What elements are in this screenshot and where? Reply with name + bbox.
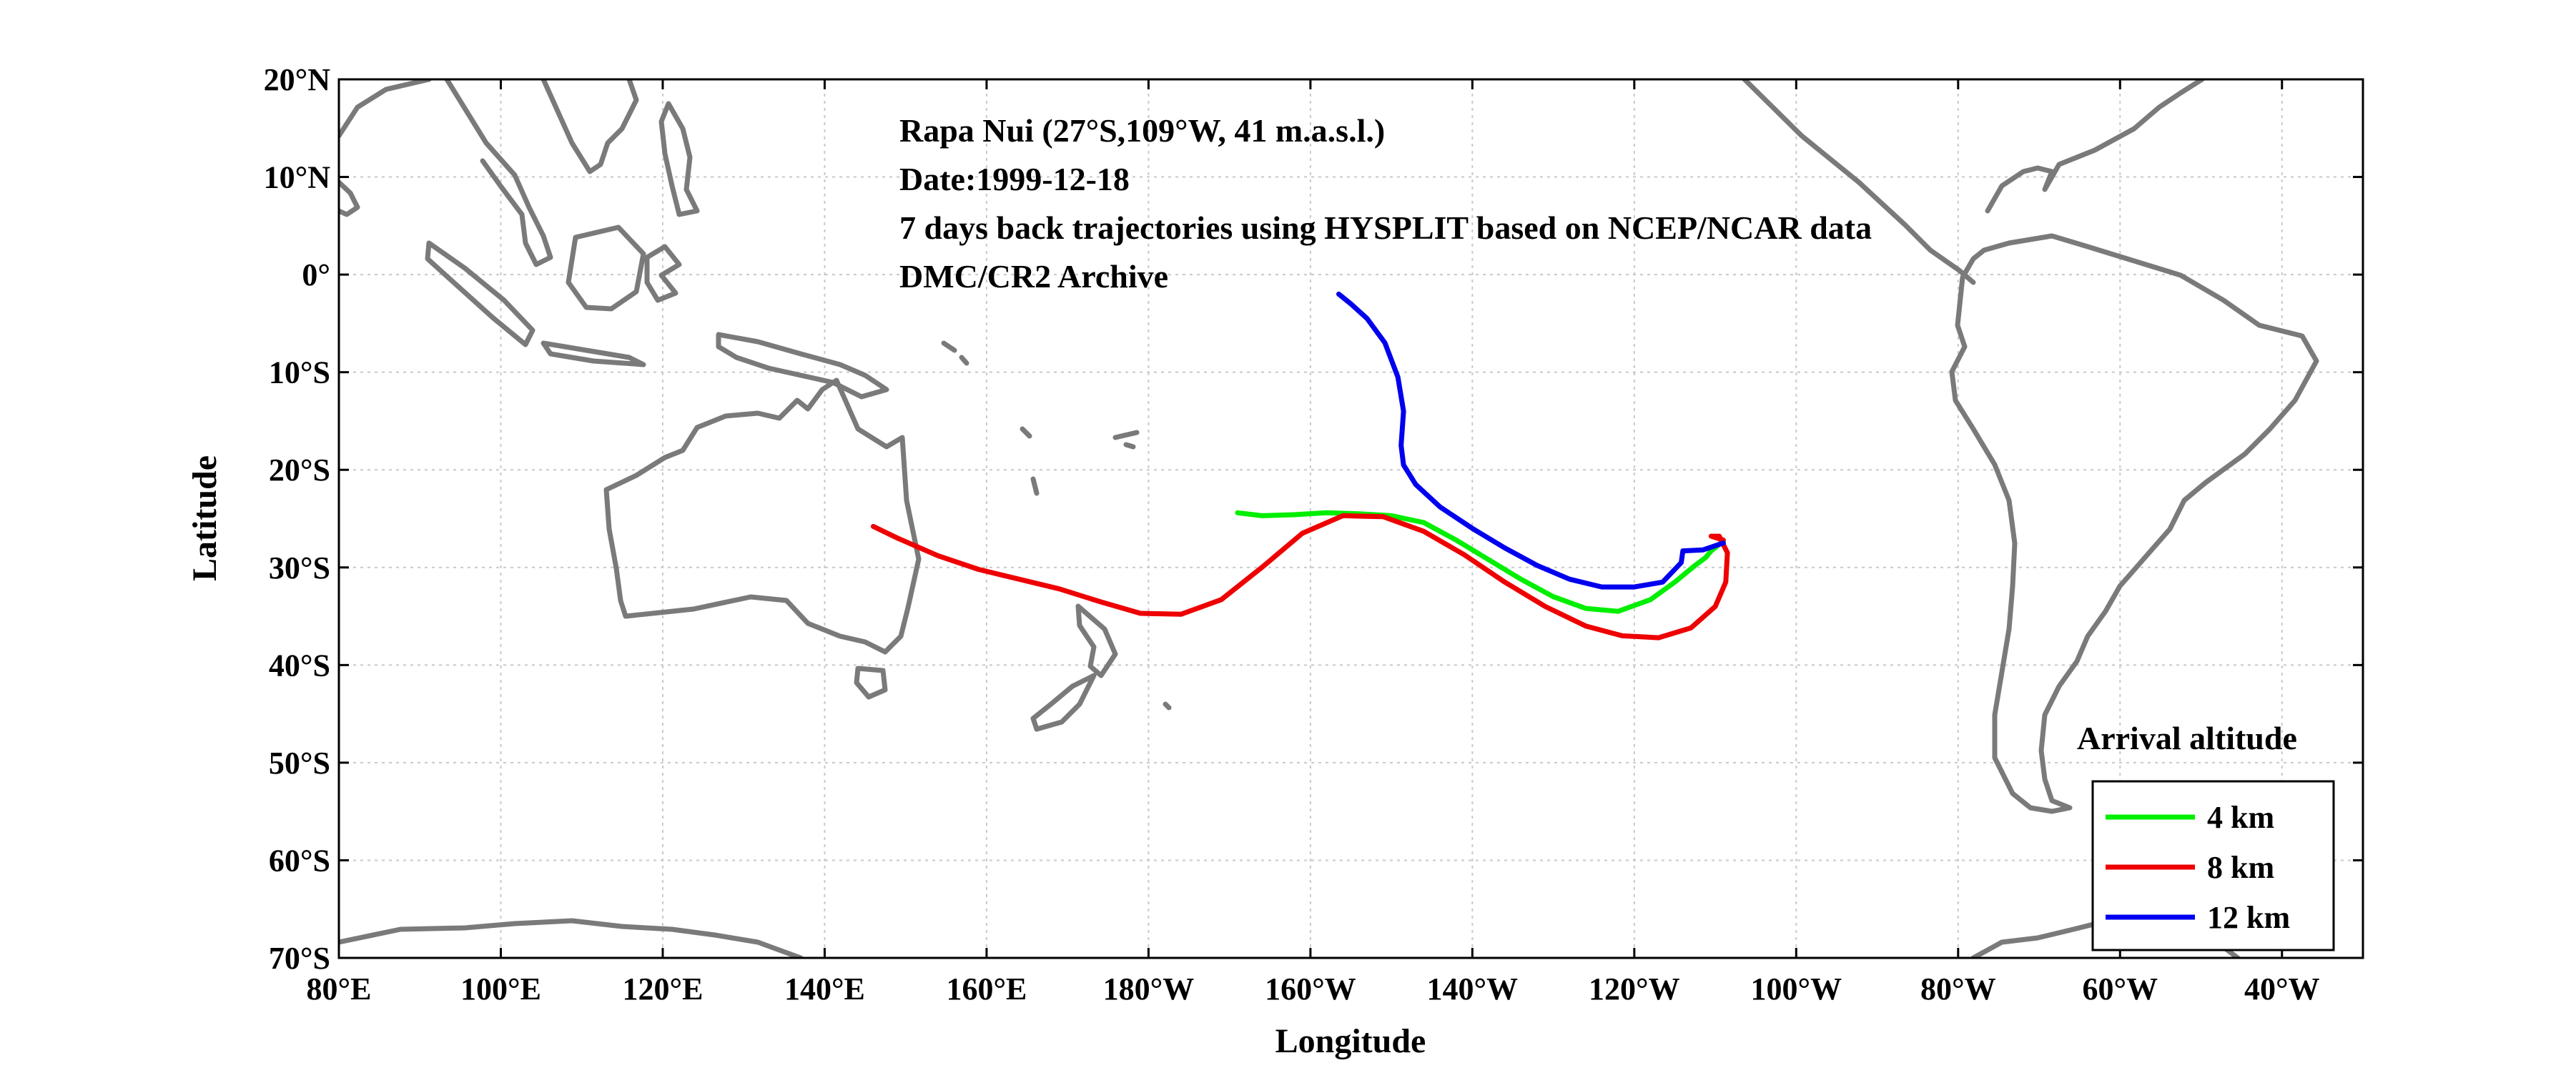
y-tick-label: 60°S (269, 843, 330, 878)
y-tick-label: 10°N (264, 160, 331, 195)
x-tick-label: 100°W (1751, 971, 1842, 1007)
legend-label: 4 km (2207, 800, 2274, 835)
y-tick-label: 10°S (269, 355, 330, 390)
coastline-pacific-islands (941, 340, 1172, 711)
x-tick-label: 120°W (1589, 971, 1680, 1007)
legend-label: 12 km (2207, 900, 2290, 935)
coastline-philippines (658, 101, 700, 217)
x-tick-label: 60°W (2082, 971, 2158, 1007)
annotation-station: Rapa Nui (27°S,109°W, 41 m.a.s.l.) (899, 112, 1385, 149)
coastline-sulawesi (644, 244, 682, 303)
legend-title: Arrival altitude (2077, 720, 2297, 756)
x-tick-label: 80°W (1920, 971, 1996, 1007)
coastline-sumatra (425, 240, 536, 347)
coastline-australia (603, 377, 922, 655)
coastline-tasmania (854, 666, 888, 700)
y-axis-ticks: 20°N 10°N 0° 10°S 20°S 30°S 40°S 50°S 60°S 70°S (264, 62, 2363, 976)
trajectory-line-4-km (1235, 510, 1726, 614)
coastline-south-america (1949, 233, 2319, 814)
coastline-asia-mainland (339, 79, 639, 267)
y-tick-label: 70°S (269, 941, 330, 976)
coastline-india (339, 179, 360, 217)
x-tick-label: 140°W (1427, 971, 1519, 1007)
legend-label: 8 km (2207, 850, 2274, 885)
plot-frame (337, 78, 2364, 959)
plot-background (339, 79, 2363, 958)
y-tick-label: 40°S (269, 648, 330, 683)
y-tick-label: 0° (302, 257, 330, 292)
coastline-borneo (566, 224, 646, 312)
trajectory-line-12-km (1336, 291, 1726, 590)
x-tick-label: 100°E (460, 971, 541, 1007)
y-axis-label: Latitude (186, 455, 224, 581)
x-tick-label: 80°E (307, 971, 372, 1007)
y-tick-label: 50°S (269, 746, 330, 781)
legend: 4 km 8 km 12 km (2091, 780, 2335, 951)
coastline-java (541, 340, 646, 367)
coastline-new-guinea (716, 332, 889, 400)
x-axis-label: Longitude (1275, 1022, 1426, 1060)
x-tick-label: 140°E (784, 971, 865, 1007)
annotation-block: Rapa Nui (27°S,109°W, 41 m.a.s.l.) Date:… (899, 112, 1872, 295)
x-tick-label: 160°W (1265, 971, 1356, 1007)
y-tick-label: 30°S (269, 550, 330, 585)
y-tick-label: 20°N (264, 62, 331, 97)
x-axis-ticks: 80°E 100°E 120°E 140°E 160°E 180°W 160°W 140°W 1… (307, 79, 2320, 1007)
annotation-method: 7 days back trajectories using HYSPLIT b… (899, 209, 1872, 246)
x-tick-label: 120°E (622, 971, 703, 1007)
annotation-archive: DMC/CR2 Archive (899, 258, 1168, 295)
coastline-new-zealand-south (1030, 673, 1097, 732)
trajectory-line-8-km (870, 513, 1730, 641)
annotation-date: Date:1999-12-18 (899, 161, 1130, 197)
trajectory-tracks (870, 291, 1730, 641)
x-tick-label: 40°W (2244, 971, 2320, 1007)
y-tick-label: 20°S (269, 453, 330, 488)
x-tick-label: 160°E (946, 971, 1027, 1007)
coastlines (339, 79, 2319, 958)
coastline-north-america (1742, 79, 2205, 285)
coastline-new-zealand-north (1075, 603, 1118, 678)
x-tick-label: 180°W (1103, 971, 1195, 1007)
